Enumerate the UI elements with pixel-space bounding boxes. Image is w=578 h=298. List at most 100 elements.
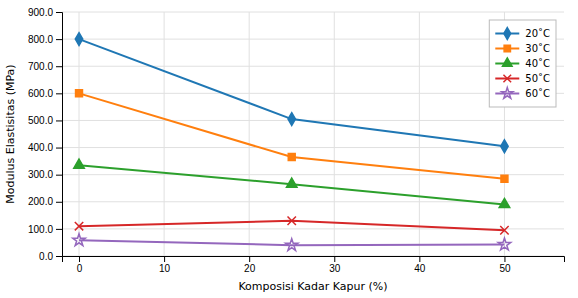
x-tick: 10 [159, 256, 171, 274]
y-tick: 800.0 [28, 34, 62, 45]
x-tick-mark [504, 256, 505, 262]
grid [62, 12, 564, 256]
x-axis: 0 10 20 30 40 50 [63, 256, 565, 274]
y-tick-mark [56, 175, 62, 176]
x-tick-mark [79, 256, 80, 262]
x-tick-label: 30 [329, 263, 341, 274]
y-tick: 600.0 [28, 88, 62, 99]
y-tick: 900.0 [28, 7, 62, 18]
y-tick: 400.0 [28, 142, 62, 153]
series-marker [498, 238, 510, 250]
x-grid-line [419, 12, 420, 256]
x-grid-line [249, 12, 250, 256]
y-grid-line [62, 39, 564, 40]
legend-label: 50˚C [525, 73, 550, 84]
y-tick: 100.0 [28, 224, 62, 235]
y-tick-label: 200.0 [28, 196, 53, 207]
y-axis-line [56, 13, 63, 257]
y-tick-mark [56, 93, 62, 94]
series-marker [75, 222, 83, 230]
x-tick-mark [164, 256, 165, 262]
chart: 010203040500.0100.0200.0300.0400.0500.06… [0, 0, 578, 298]
y-tick-mark [56, 256, 62, 257]
series [73, 234, 511, 251]
x-tick: 30 [329, 256, 341, 274]
y-tick-mark [56, 120, 62, 121]
y-tick: 0.0 [39, 251, 62, 262]
series [75, 33, 508, 153]
y-tick: 500.0 [28, 115, 62, 126]
y-tick: 200.0 [28, 196, 62, 207]
y-grid-line [62, 174, 564, 175]
y-tick-label: 900.0 [28, 7, 53, 18]
series [74, 159, 510, 207]
series-marker [288, 217, 296, 225]
series-marker [288, 113, 295, 126]
y-tick-mark [56, 39, 62, 40]
y-tick-label: 0.0 [39, 251, 53, 262]
y-tick-label: 100.0 [28, 224, 53, 235]
y-tick-mark [56, 12, 62, 13]
x-tick-mark [249, 256, 250, 262]
x-tick-label: 20 [244, 263, 256, 274]
y-tick-label: 300.0 [28, 169, 53, 180]
series-marker [286, 178, 297, 187]
legend: 20˚C 30˚C 40˚C 50˚C 60˚C [489, 20, 556, 107]
x-axis-title: Komposisi Kadar Kapur (%) [238, 280, 387, 293]
y-tick-label: 400.0 [28, 142, 53, 153]
y-axis: 0.0 100.0 200.0 300.0 400.0 500.0 600.0 700.0 80… [28, 7, 63, 262]
y-tick-mark [56, 202, 62, 203]
x-tick-mark [334, 256, 335, 262]
series-marker [499, 198, 510, 207]
x-tick-label: 0 [77, 263, 83, 274]
legend-marker [502, 88, 513, 99]
plot-area: 010203040500.0100.0200.0300.0400.0500.06… [28, 7, 565, 274]
legend-label: 30˚C [525, 43, 550, 54]
series-marker [73, 234, 85, 246]
legend-marker [502, 58, 512, 66]
series-line [79, 39, 504, 146]
y-tick-label: 600.0 [28, 88, 53, 99]
x-grid-line [334, 12, 335, 256]
series-marker [286, 239, 298, 251]
y-tick: 300.0 [28, 169, 62, 180]
x-tick-label: 40 [414, 263, 426, 274]
y-tick-mark [56, 148, 62, 149]
legend-label: 40˚C [525, 58, 550, 69]
series-line [79, 221, 504, 230]
series-marker [501, 175, 508, 182]
series-layer [73, 33, 511, 251]
legend-marker [504, 45, 510, 51]
x-tick-label: 50 [499, 263, 511, 274]
x-tick: 50 [499, 256, 511, 274]
series-marker [75, 33, 82, 46]
series [75, 217, 509, 235]
series-marker [76, 90, 83, 97]
legend-box [489, 20, 556, 107]
series-marker [288, 154, 295, 161]
series-marker [74, 159, 85, 168]
series-line [79, 93, 504, 178]
x-tick: 20 [244, 256, 256, 274]
x-tick-label: 10 [159, 263, 171, 274]
y-tick: 700.0 [28, 61, 62, 72]
y-grid-line [62, 147, 564, 148]
x-axis-line [63, 257, 565, 263]
x-tick-mark [419, 256, 420, 262]
y-tick-label: 800.0 [28, 34, 53, 45]
x-tick: 0 [77, 256, 83, 274]
legend-marker [504, 28, 511, 40]
y-tick-mark [56, 66, 62, 67]
y-grid-line [62, 12, 564, 13]
legend-line [495, 93, 519, 95]
legend-label: 60˚C [525, 88, 550, 99]
y-tick-mark [56, 229, 62, 230]
legend-label: 20˚C [525, 28, 550, 39]
y-tick-label: 700.0 [28, 61, 53, 72]
x-tick: 40 [414, 256, 426, 274]
series-marker [500, 226, 508, 234]
y-grid-line [62, 93, 564, 94]
y-tick-label: 500.0 [28, 115, 53, 126]
x-grid-line [164, 12, 165, 256]
y-axis-title: Modulus Elastisitas (MPa) [4, 64, 17, 203]
